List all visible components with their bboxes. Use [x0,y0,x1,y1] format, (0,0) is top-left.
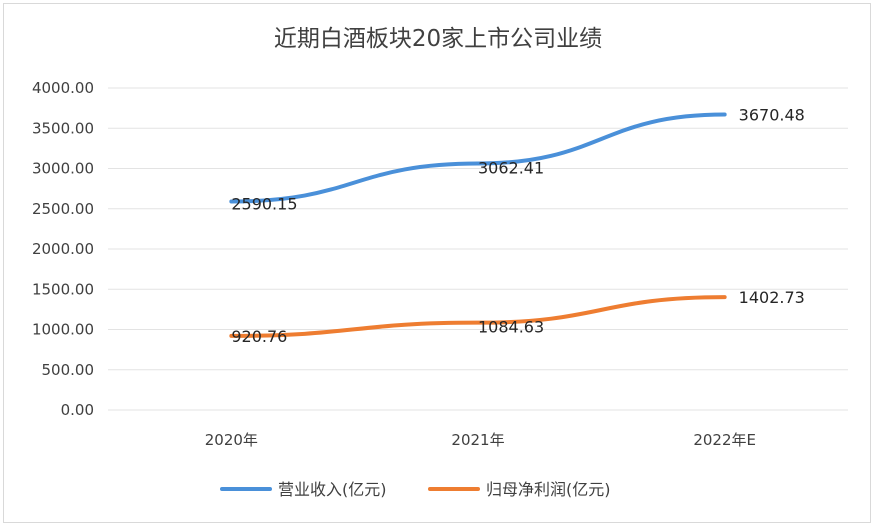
data-point [724,114,726,116]
chart-title: 近期白酒板块20家上市公司业绩 [274,26,602,52]
legend: 营业收入(亿元) 归母净利润(亿元) [220,480,611,499]
data-label: 1402.73 [739,288,805,307]
gridlines [108,87,848,411]
x-tick-label: 2020年 [205,431,258,449]
y-tick-label: 500.00 [42,361,95,379]
data-point [230,200,232,202]
y-tick-label: 1500.00 [32,280,94,298]
series-lines [229,112,727,338]
data-point [477,322,479,324]
data-label: 3062.41 [478,158,544,177]
y-axis-ticks: 4000.00 3500.00 3000.00 2500.00 2000.00 1500.… [32,79,94,419]
data-label: 3670.48 [739,106,805,125]
chart-frame [3,3,871,523]
y-tick-label: 3000.00 [32,160,94,178]
legend-label: 归母净利润(亿元) [486,480,611,499]
x-tick-label: 2021年 [451,431,504,449]
data-label: 1084.63 [478,318,544,337]
data-point [477,162,479,164]
y-tick-label: 1000.00 [32,321,94,339]
y-tick-label: 2500.00 [32,200,94,218]
x-axis-ticks: 2020年 2021年 2022年E [205,431,756,449]
x-tick-label: 2022年E [693,431,756,449]
y-tick-label: 4000.00 [32,79,94,97]
data-point [230,335,232,337]
y-tick-label: 0.00 [61,401,94,419]
y-tick-label: 2000.00 [32,240,94,258]
data-label: 920.76 [231,327,287,346]
data-label: 2590.15 [231,194,297,213]
legend-label: 营业收入(亿元) [278,480,387,499]
data-labels: 2590.15 3062.41 3670.48 920.76 1084.63 1402.7… [231,106,805,346]
y-tick-label: 3500.00 [32,119,94,137]
data-point [724,296,726,298]
